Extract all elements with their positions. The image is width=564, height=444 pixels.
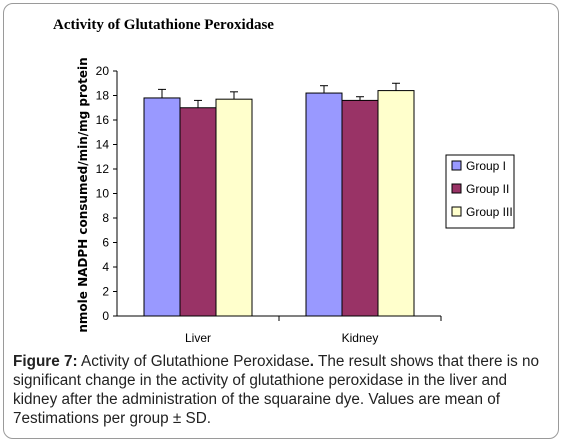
y-tick-label: 2 (102, 285, 109, 299)
y-tick-label: 16 (96, 113, 110, 127)
bar-1-liver (143, 97, 181, 317)
caption-figure-label: Figure 7: (13, 353, 78, 370)
y-tick-label: 20 (96, 64, 110, 78)
legend-swatch (451, 183, 462, 194)
y-tick-label: 8 (102, 211, 109, 225)
caption-title: Activity of Glutathione Peroxidase (81, 353, 310, 370)
x-tick-label: Liver (185, 331, 211, 345)
y-tick-label: 12 (96, 162, 110, 176)
y-tick-label: 10 (96, 187, 110, 201)
bar-3-kidney (377, 90, 415, 317)
y-axis-label: nmole NADPH consumed/min/mg protein (76, 57, 90, 332)
bar-chart: 0 2 4 6 8 10 12 14 16 18 20 nmole NADPH consumed/mi… (76, 57, 515, 345)
y-tick-label: 18 (96, 89, 110, 103)
y-tick-label: 6 (102, 236, 109, 250)
legend-label: Group I (466, 159, 506, 173)
bar-1-kidney (305, 92, 343, 317)
y-tick-label: 14 (96, 138, 110, 152)
bar-2-kidney (341, 99, 379, 317)
x-tick-label: Kidney (342, 331, 379, 345)
chart-title: Activity of Glutathione Peroxidase (53, 17, 274, 33)
bar-2-liver (179, 107, 217, 317)
y-tick-label: 4 (102, 260, 109, 274)
figure-caption: Figure 7: Activity of Glutathione Peroxi… (13, 353, 540, 427)
legend-swatch (451, 160, 462, 171)
caption-text: The result shows that there is no signif… (13, 353, 540, 427)
legend-label: Group III (466, 205, 513, 219)
legend-swatch (451, 206, 462, 217)
bar-3-liver (215, 98, 253, 317)
y-tick-label: 0 (102, 309, 109, 323)
legend-label: Group II (466, 182, 509, 196)
